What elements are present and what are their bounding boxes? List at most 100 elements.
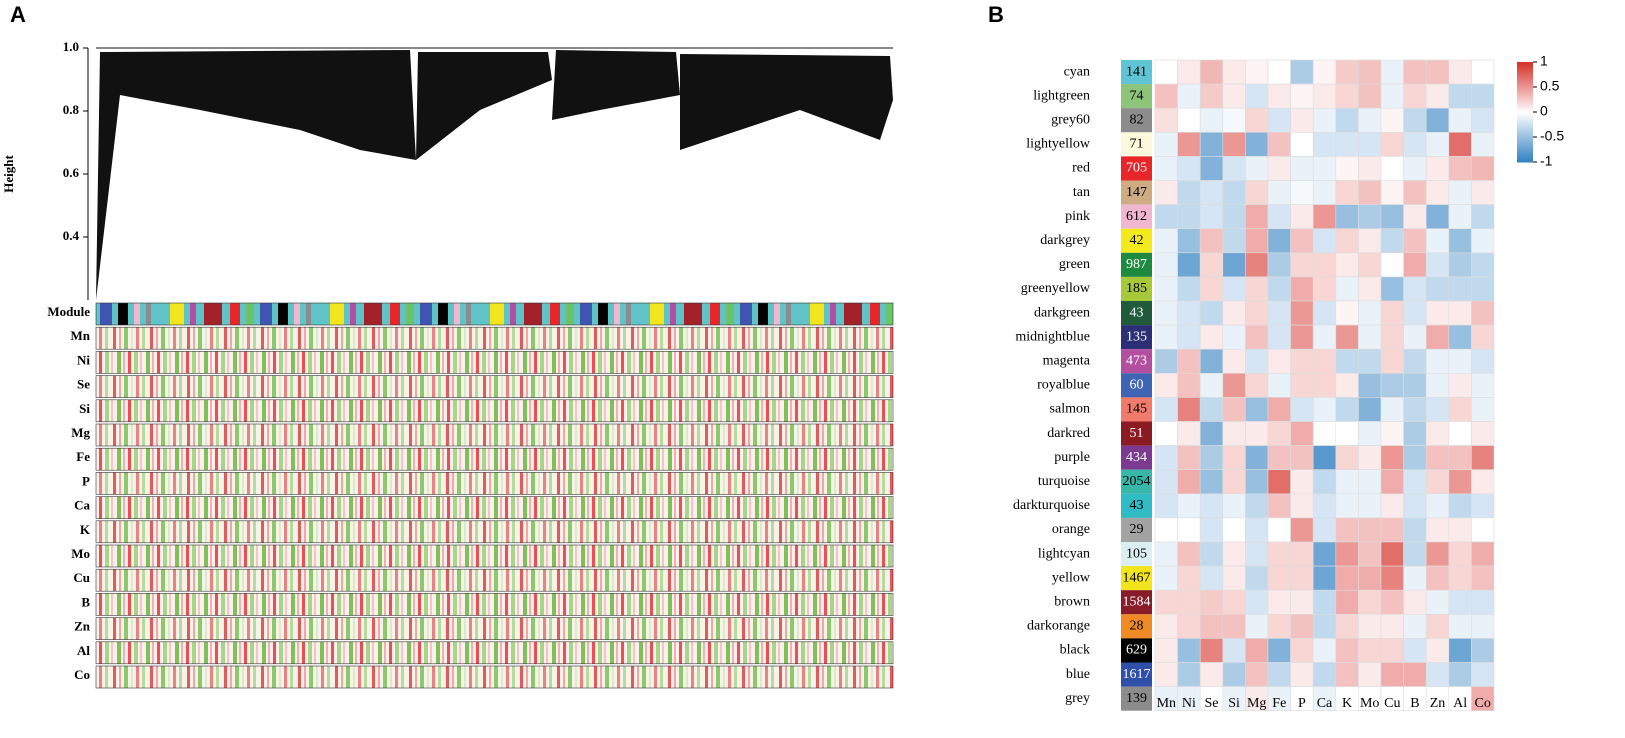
heat-cell: [1403, 662, 1427, 687]
heat-cell: [1358, 372, 1382, 398]
heat-cell: [1154, 589, 1178, 615]
axis-label: Height: [1, 155, 16, 193]
heat-cell: [1290, 469, 1314, 495]
heat-cell: [1267, 204, 1291, 230]
trait-bar: [95, 399, 894, 423]
row-label: darkorange: [1027, 619, 1090, 634]
row-label: black: [1060, 643, 1090, 658]
module-color: [1121, 108, 1152, 133]
heat-cell: [1380, 59, 1404, 85]
heat-cell: [1425, 541, 1450, 567]
row-label: royalblue: [1037, 378, 1090, 393]
heat-cell: [1267, 228, 1291, 254]
heat-cell: [1267, 348, 1291, 374]
trait-bar: [95, 641, 894, 665]
trait-bar: [95, 593, 894, 616]
heat-cell: [1471, 565, 1495, 591]
heat-cell: [1154, 348, 1178, 374]
trait-bar: [95, 665, 894, 689]
heat-cell: [1358, 469, 1382, 495]
heat-cell: [1199, 348, 1224, 374]
heat-cell: [1403, 156, 1427, 181]
heat-cell: [1448, 565, 1472, 591]
module-count: 2054: [1123, 474, 1151, 489]
heat-cell: [1177, 252, 1201, 278]
row-label: Zn: [74, 619, 91, 634]
heat-cell: [1267, 132, 1291, 157]
heat-cell: [1448, 638, 1472, 663]
heat-cell: [1154, 372, 1178, 398]
heat-cell: [1154, 613, 1178, 639]
heat-cell: [1245, 132, 1269, 157]
trait-bar: [95, 423, 894, 447]
heat-cell: [1222, 613, 1246, 639]
row-label: darkred: [1047, 426, 1090, 441]
heat-cell: [1448, 469, 1472, 495]
module-color: [1121, 349, 1152, 374]
heat-cell: [1199, 59, 1224, 85]
heat-cell: [1335, 59, 1359, 85]
colorbar-step: [1517, 104, 1533, 107]
heat-cell: [1267, 180, 1291, 205]
heat-cell: [1312, 107, 1337, 133]
heat-cell: [1380, 589, 1404, 615]
row-label: Co: [74, 667, 90, 682]
colorbar-step: [1517, 84, 1533, 87]
heat-cell: [1403, 348, 1427, 374]
heat-cell: [1358, 662, 1382, 687]
heat-cell: [1199, 493, 1224, 519]
heat-cell: [1312, 445, 1337, 471]
heat-cell: [1154, 421, 1178, 446]
heat-cell: [1358, 589, 1382, 615]
heat-cell: [1425, 348, 1450, 374]
heat-cell: [1199, 204, 1224, 230]
heat-cell: [1290, 541, 1314, 567]
heat-cell: [1267, 541, 1291, 567]
heat-cell: [1471, 107, 1495, 133]
colorbar-step: [1517, 144, 1533, 147]
column-label: Si: [1228, 696, 1240, 711]
heat-cell: [1403, 324, 1427, 350]
colorbar-step: [1517, 158, 1533, 161]
row-label: Si: [79, 401, 90, 416]
heat-cell: [1471, 541, 1495, 567]
trait-bar: [95, 472, 894, 495]
module-count: 141: [1126, 64, 1147, 79]
column-label: Co: [1475, 696, 1491, 711]
heat-cell: [1290, 300, 1314, 326]
colorbar-step: [1517, 112, 1533, 115]
module-color: [1121, 445, 1152, 470]
heat-cell: [1425, 83, 1450, 109]
heat-cell: [1267, 421, 1291, 446]
heat-cell: [1380, 156, 1404, 181]
module-color: [1121, 638, 1152, 663]
heat-cell: [1380, 421, 1404, 446]
heat-cell: [1222, 541, 1246, 567]
heat-cell: [1222, 228, 1246, 254]
module-count: 147: [1126, 185, 1147, 200]
colorbar-label: -1: [1540, 153, 1553, 169]
heat-cell: [1267, 638, 1291, 663]
panel-label: B: [988, 2, 1004, 27]
colorbar-step: [1517, 138, 1533, 141]
heat-cell: [1335, 469, 1359, 495]
trait-bar: [95, 447, 894, 471]
module-count: 1617: [1123, 667, 1151, 682]
module-count: 434: [1126, 450, 1147, 465]
heat-cell: [1335, 276, 1359, 302]
heat-cell: [1380, 180, 1404, 205]
heat-cell: [1154, 300, 1178, 326]
heat-cell: [1425, 421, 1450, 446]
heat-cell: [1222, 638, 1246, 663]
module-color: [1121, 566, 1152, 591]
column-label: Cu: [1384, 696, 1400, 711]
heat-cell: [1154, 204, 1178, 230]
heat-cell: [1290, 59, 1314, 85]
heat-cell: [1358, 638, 1382, 663]
heat-cell: [1471, 324, 1495, 350]
heat-cell: [1380, 83, 1404, 109]
heat-cell: [1471, 132, 1495, 157]
heat-cell: [1267, 397, 1291, 422]
heat-cell: [1380, 613, 1404, 639]
